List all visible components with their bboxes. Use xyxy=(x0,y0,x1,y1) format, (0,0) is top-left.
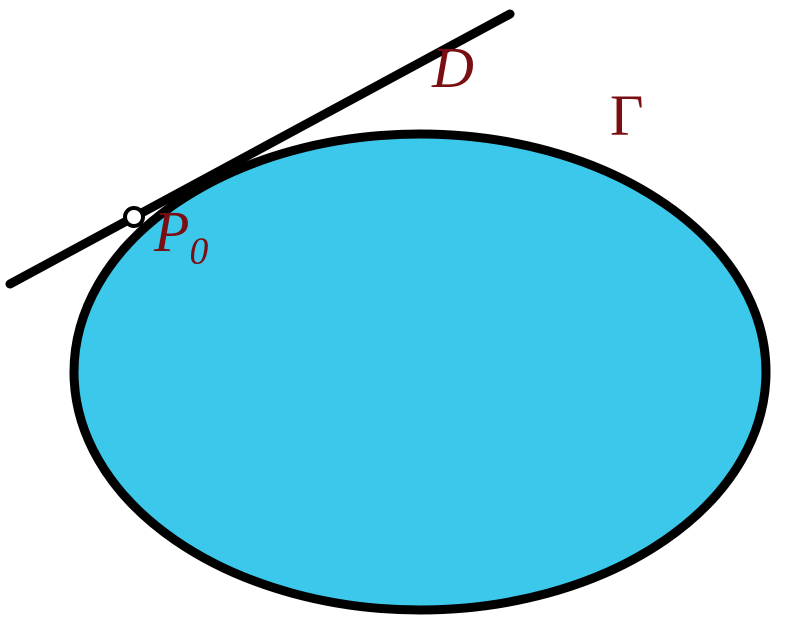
label-gamma: Γ xyxy=(610,82,644,149)
label-p0: P0 xyxy=(154,198,208,274)
label-p0-main: P xyxy=(154,199,189,264)
point-p0-marker xyxy=(125,208,143,226)
label-p0-sub: 0 xyxy=(189,231,208,273)
diagram-canvas xyxy=(0,0,797,629)
label-d: D xyxy=(432,34,474,101)
